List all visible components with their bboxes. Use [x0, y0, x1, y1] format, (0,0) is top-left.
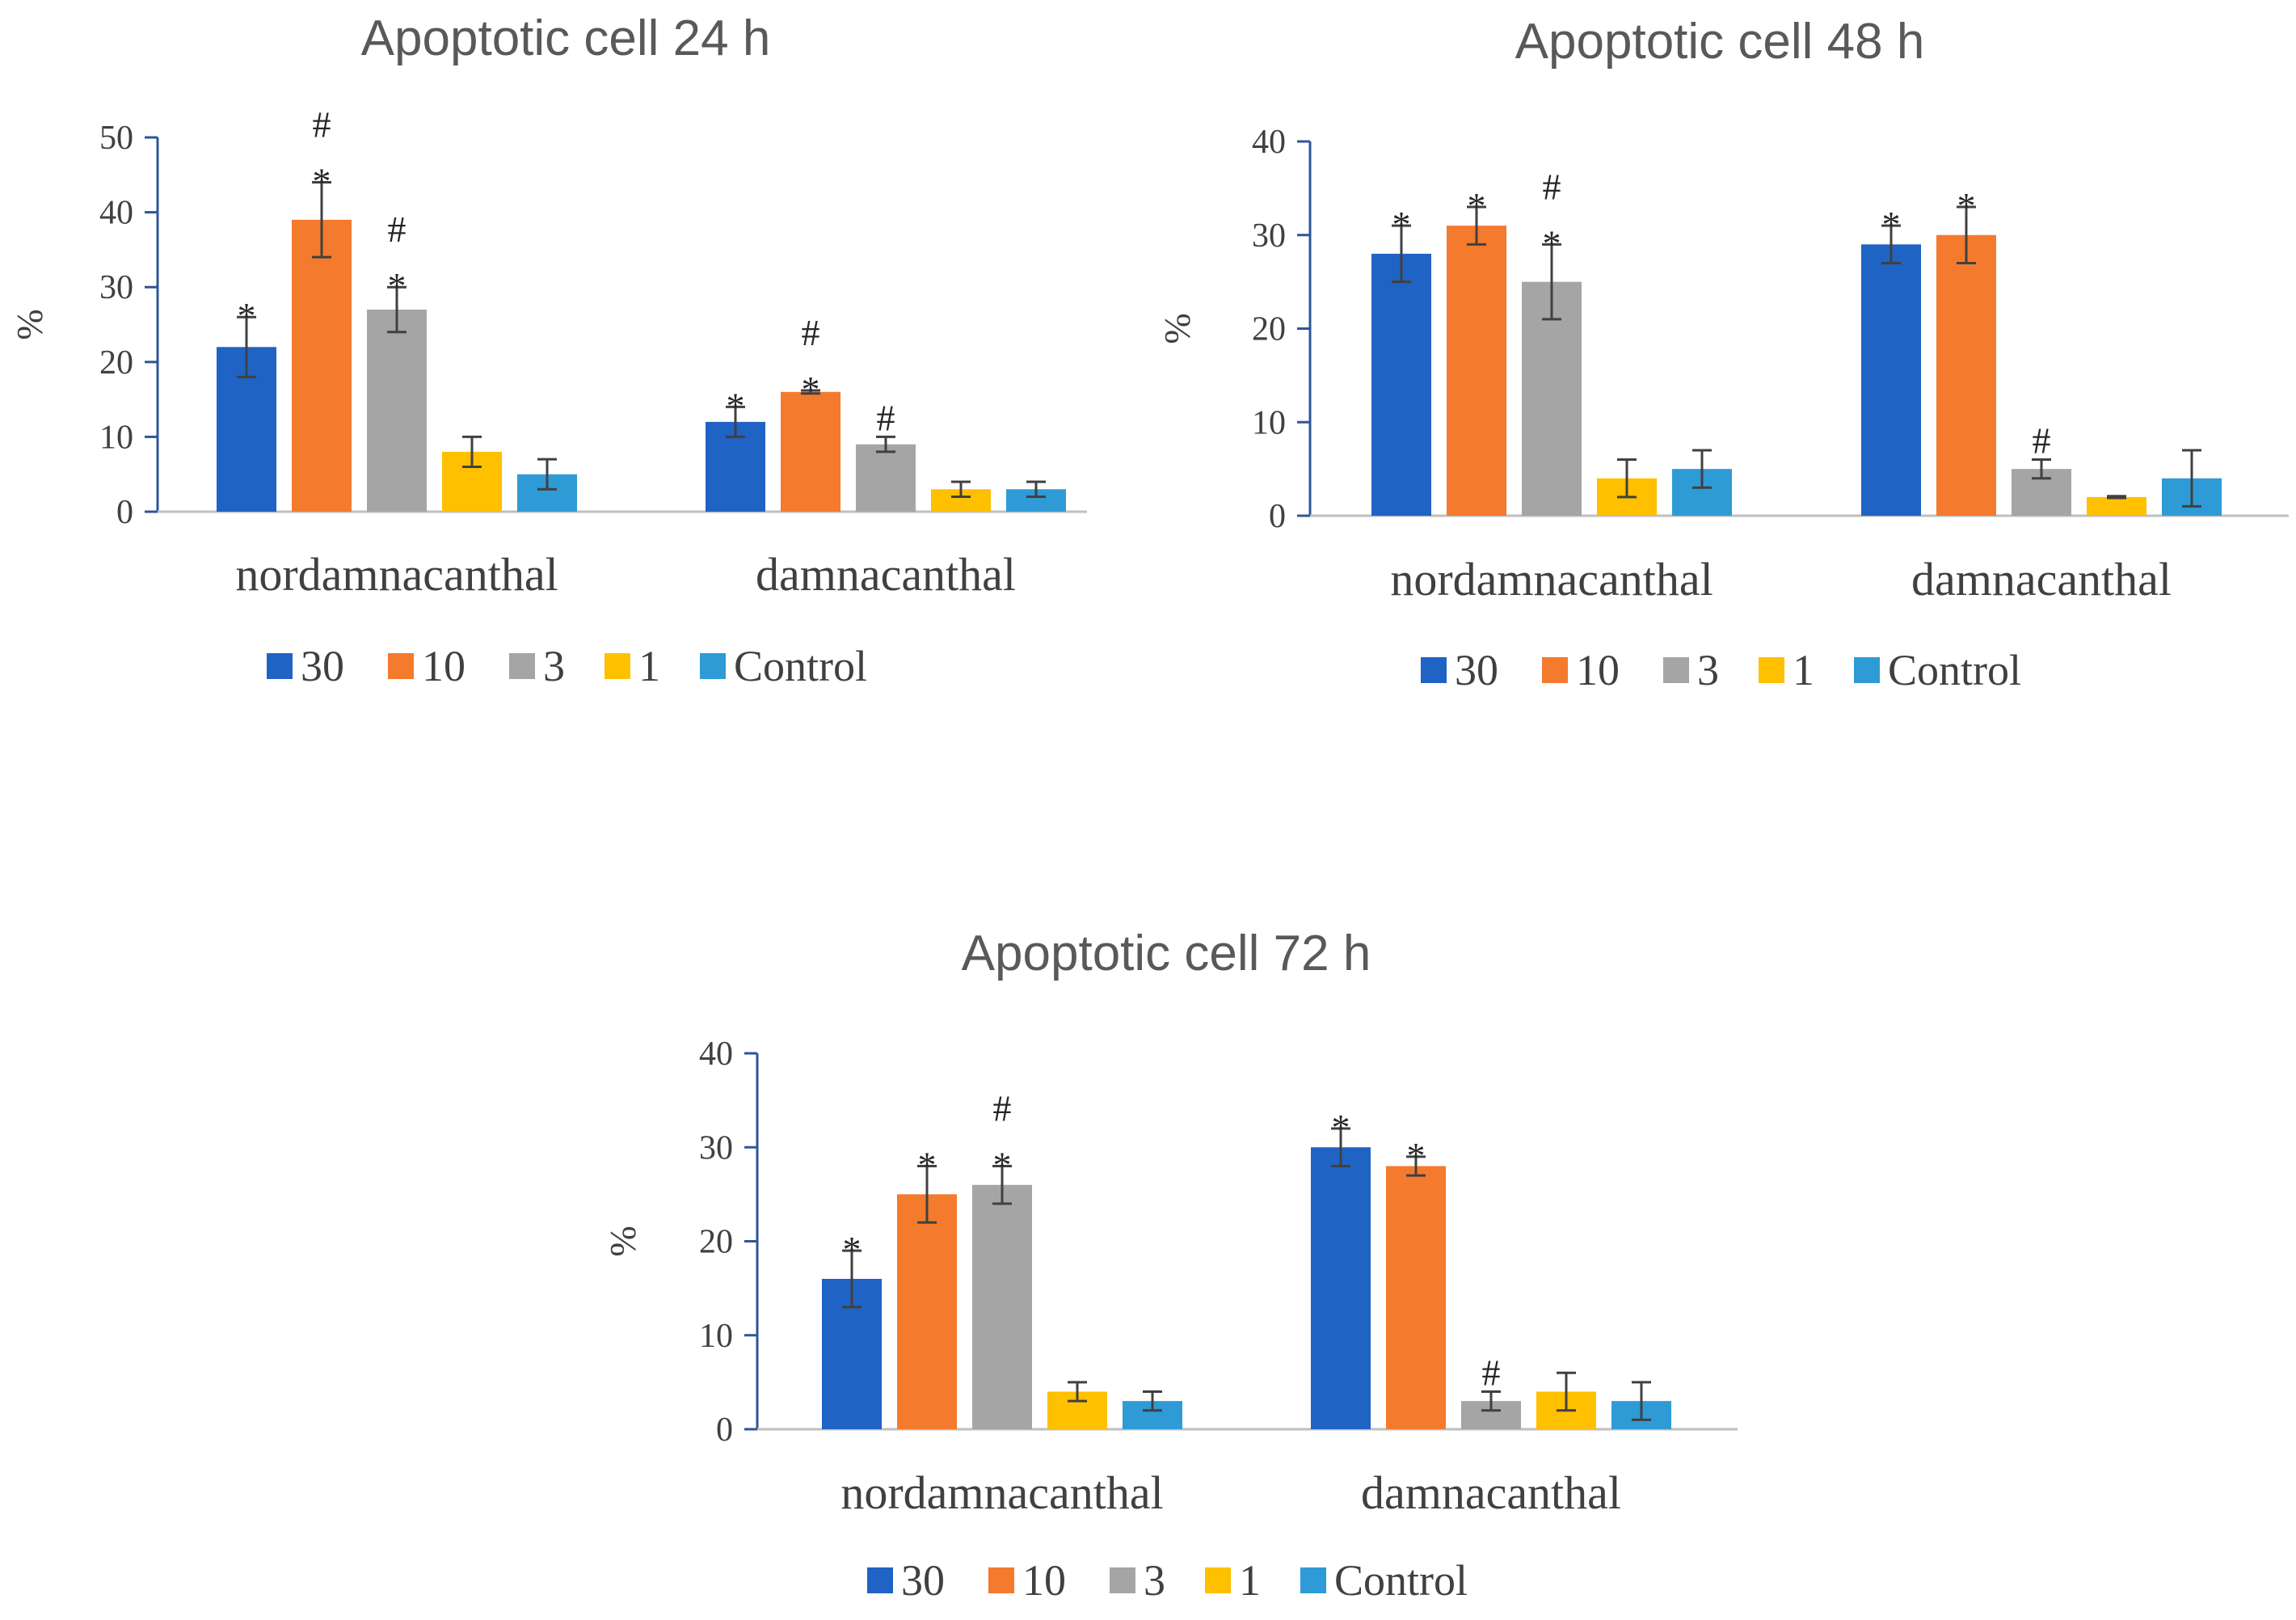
significance-star: * [993, 1145, 1012, 1186]
legend-label: 3 [543, 642, 565, 690]
legend-label: 1 [1239, 1556, 1261, 1605]
significance-hash: # [313, 104, 331, 146]
legend-swatch [867, 1567, 893, 1593]
legend-label: 10 [1576, 646, 1620, 694]
legend-swatch [1205, 1567, 1231, 1593]
significance-star: * [388, 265, 407, 306]
chart-title: Apoptotic cell 72 h [962, 926, 1371, 981]
significance-star: * [727, 385, 745, 426]
category-label: damnacanthal [1911, 553, 2172, 605]
y-axis-label: % [9, 309, 50, 340]
y-tick-label: 50 [99, 120, 133, 157]
legend-label: Control [1888, 646, 2021, 694]
significance-hash: # [1543, 166, 1561, 207]
significance-star: * [1957, 185, 1976, 226]
significance-hash: # [388, 209, 407, 250]
significance-hash: # [1482, 1352, 1501, 1394]
legend-swatch [700, 653, 726, 679]
chart-1: Apoptotic cell 24 h 0 10 20 30 40 50% * # * # * nord… [9, 11, 1087, 690]
bar-nordamnacanthal-3 [972, 1184, 1032, 1429]
y-tick-label: 30 [1252, 217, 1286, 255]
significance-hash: # [877, 397, 895, 438]
legend-swatch [1854, 657, 1880, 683]
legend-label: 30 [901, 1556, 945, 1605]
bar-damnacanthal-30 [1311, 1147, 1371, 1429]
legend-swatch [1759, 657, 1784, 683]
bar-nordamnacanthal-3 [367, 309, 427, 512]
significance-star: * [1543, 222, 1561, 264]
significance-star: * [238, 295, 256, 336]
legend-label: Control [1334, 1556, 1468, 1605]
category-label: nordamnacanthal [235, 548, 558, 601]
bar-damnacanthal-10 [1386, 1166, 1446, 1429]
significance-hash: # [993, 1088, 1012, 1129]
y-tick-label: 30 [99, 269, 133, 306]
legend-swatch [509, 653, 535, 679]
legend-label: Control [734, 642, 867, 690]
legend-label: 10 [422, 642, 466, 690]
legend-swatch [267, 653, 293, 679]
bar-nordamnacanthal-10 [292, 219, 352, 512]
bar-damnacanthal-10 [781, 391, 840, 512]
legend-swatch [1421, 657, 1447, 683]
y-tick-label: 40 [699, 1036, 733, 1073]
legend-label: 30 [1455, 646, 1498, 694]
significance-hash: # [2033, 420, 2051, 462]
y-tick-label: 20 [99, 344, 133, 382]
y-tick-label: 10 [699, 1318, 733, 1355]
legend-swatch [605, 653, 630, 679]
category-label: nordamnacanthal [1390, 553, 1713, 605]
significance-star: * [1392, 204, 1411, 245]
bar-nordamnacanthal-10 [1447, 226, 1506, 516]
bar-damnacanthal-30 [1861, 244, 1921, 516]
legend-swatch [988, 1567, 1014, 1593]
y-tick-label: 40 [99, 195, 133, 232]
chart-2: Apoptotic cell 48 h 0 10 20 30 40% * * # * nordamn… [1156, 14, 2289, 694]
legend-swatch [1542, 657, 1568, 683]
legend-label: 3 [1697, 646, 1719, 694]
y-tick-label: 10 [1252, 404, 1286, 441]
legend-swatch [388, 653, 414, 679]
y-tick-label: 40 [1252, 124, 1286, 161]
significance-star: * [802, 369, 820, 410]
significance-star: * [313, 161, 331, 202]
y-axis-label: % [602, 1226, 643, 1256]
y-tick-label: 20 [699, 1224, 733, 1261]
category-label: damnacanthal [1361, 1466, 1621, 1519]
y-tick-label: 0 [116, 494, 133, 531]
legend-label: 1 [1793, 646, 1814, 694]
category-label: damnacanthal [756, 548, 1016, 601]
y-tick-label: 30 [699, 1129, 733, 1166]
bar-nordamnacanthal-30 [1371, 253, 1431, 516]
y-tick-label: 0 [716, 1411, 733, 1449]
significance-hash: # [802, 312, 820, 353]
chart-title: Apoptotic cell 48 h [1515, 14, 1925, 70]
bar-nordamnacanthal-3 [1522, 281, 1582, 516]
bar-nordamnacanthal-10 [897, 1194, 957, 1429]
significance-star: * [1468, 185, 1486, 226]
y-tick-label: 10 [99, 419, 133, 456]
legend-label: 30 [301, 642, 344, 690]
legend-swatch [1663, 657, 1689, 683]
bar-damnacanthal-10 [1936, 234, 1996, 516]
legend-label: 1 [638, 642, 660, 690]
y-tick-label: 20 [1252, 311, 1286, 348]
y-tick-label: 0 [1269, 498, 1286, 535]
category-label: nordamnacanthal [840, 1466, 1163, 1519]
chart-title: Apoptotic cell 24 h [361, 11, 771, 66]
y-axis-label: % [1156, 313, 1198, 344]
legend-label: 10 [1022, 1556, 1066, 1605]
legend-swatch [1110, 1567, 1135, 1593]
significance-star: * [1332, 1107, 1350, 1148]
chart-3: Apoptotic cell 72 h 0 10 20 30 40% * * # * nordamn… [602, 926, 1738, 1605]
significance-star: * [843, 1229, 862, 1270]
significance-star: * [918, 1145, 937, 1186]
significance-star: * [1407, 1135, 1426, 1176]
bar-damnacanthal-3 [856, 444, 916, 512]
bar-damnacanthal-1 [2087, 496, 2146, 516]
legend-swatch [1300, 1567, 1326, 1593]
legend-label: 3 [1144, 1556, 1165, 1605]
significance-star: * [1882, 204, 1901, 245]
